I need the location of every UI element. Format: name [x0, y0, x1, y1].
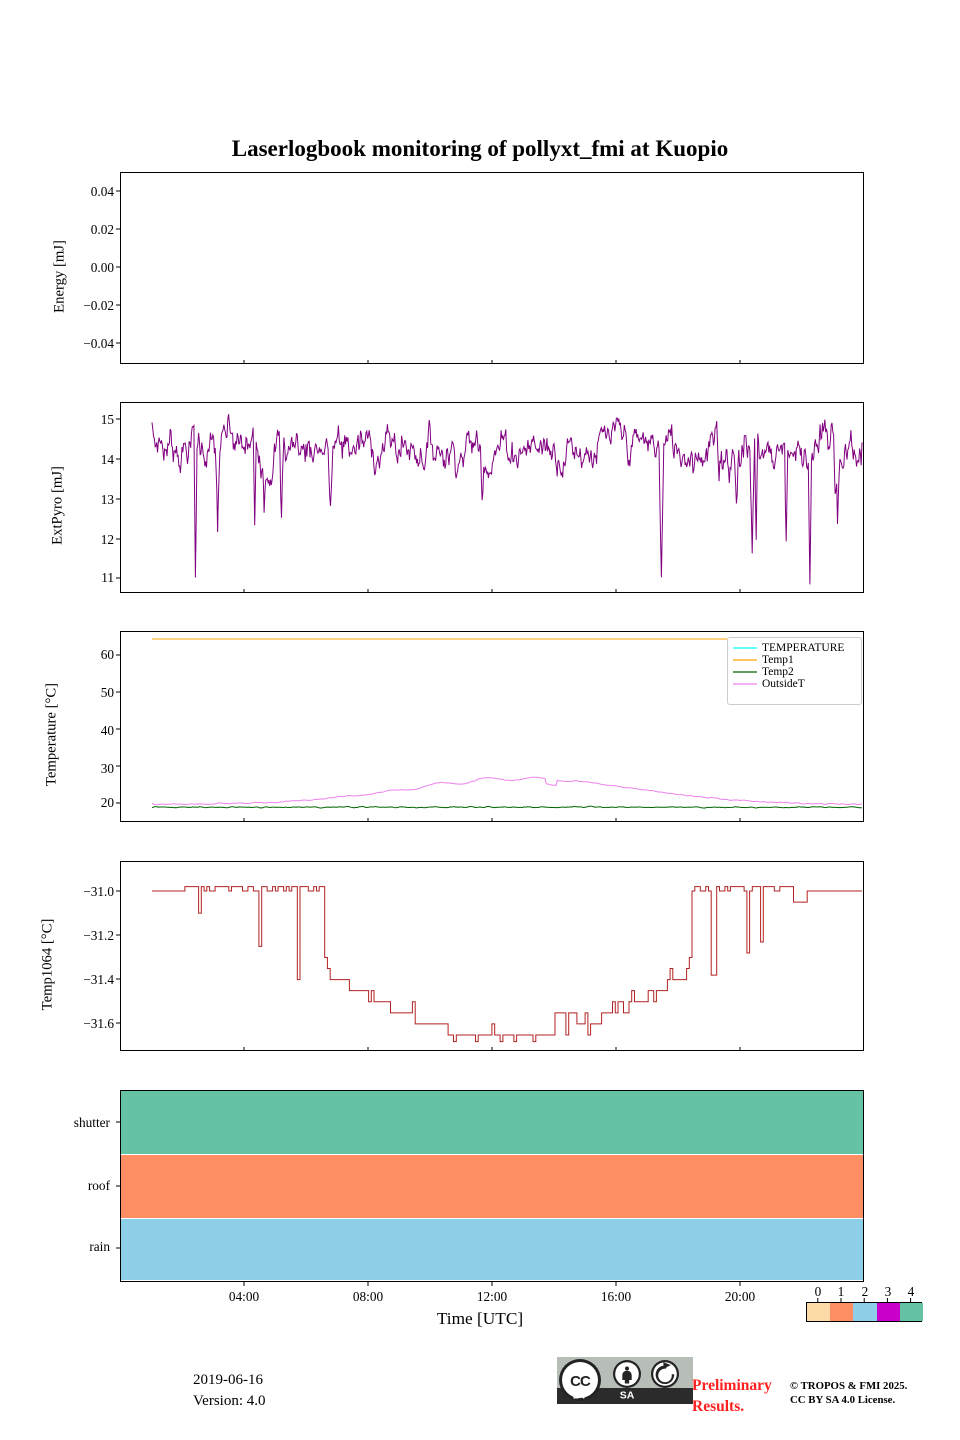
svg-text:CC: CC	[570, 1373, 591, 1390]
svg-text:BY: BY	[573, 1390, 588, 1402]
svg-text:SA: SA	[620, 1390, 635, 1402]
